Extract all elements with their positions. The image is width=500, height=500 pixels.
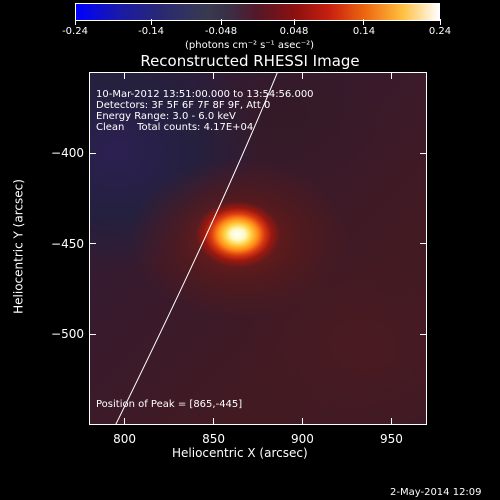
colorbar-tick-label: 0.14 bbox=[352, 26, 376, 37]
colorbar-tick-mark bbox=[150, 19, 152, 25]
x-tick-mark bbox=[301, 418, 303, 425]
x-tick-label: 800 bbox=[113, 432, 137, 446]
colorbar-tick-label: -0.048 bbox=[204, 26, 238, 37]
x-axis-label: Heliocentric X (arcsec) bbox=[172, 446, 308, 460]
colorbar-tick-mark bbox=[220, 19, 222, 25]
limb-curve bbox=[115, 73, 278, 424]
colorbar-tick-mark bbox=[74, 19, 76, 25]
x-tick-mark bbox=[213, 418, 215, 425]
colorbar-unit-label: (photons cm⁻² s⁻¹ asec⁻²) bbox=[185, 40, 315, 51]
detectors-label: Detectors: 3F 5F 6F 7F 8F 9F, Att 0 bbox=[96, 100, 271, 111]
y-tick-mark bbox=[420, 243, 427, 245]
x-tick-mark bbox=[124, 418, 126, 425]
colorbar-tick-mark bbox=[293, 19, 295, 25]
clean-counts-label: Clean Total counts: 4.17E+04 bbox=[96, 122, 254, 133]
x-tick-label: 900 bbox=[291, 432, 314, 446]
y-tick-mark bbox=[420, 333, 427, 335]
y-tick-mark bbox=[89, 152, 96, 154]
y-axis-label: Heliocentric Y (arcsec) bbox=[11, 179, 26, 314]
x-tick-label: 850 bbox=[202, 432, 225, 446]
x-tick-label: 950 bbox=[379, 432, 403, 446]
y-tick-mark bbox=[89, 333, 96, 335]
y-tick-label: −500 bbox=[51, 327, 84, 342]
x-tick-mark bbox=[390, 418, 392, 425]
peak-position-label: Position of Peak = [865,-445] bbox=[96, 399, 243, 410]
colorbar-tick-mark bbox=[363, 19, 365, 25]
chart-title: Reconstructed RHESSI Image bbox=[140, 52, 360, 70]
colorbar-tick-label: 0.24 bbox=[428, 26, 452, 37]
colorbar bbox=[75, 3, 440, 21]
y-tick-label: −400 bbox=[51, 146, 84, 161]
x-tick-mark bbox=[213, 72, 215, 79]
colorbar-tick-mark bbox=[439, 19, 441, 25]
plot-area: 10-Mar-2012 13:51:00.000 to 13:54:56.000… bbox=[89, 72, 427, 425]
y-tick-mark bbox=[420, 152, 427, 154]
colorbar-tick-label: 0.048 bbox=[279, 26, 309, 37]
footer-date: 2-May-2014 12:09 bbox=[390, 487, 482, 498]
x-tick-mark bbox=[390, 72, 392, 79]
energy-range-label: Energy Range: 3.0 - 6.0 keV bbox=[96, 111, 236, 122]
y-tick-label: −450 bbox=[51, 236, 84, 251]
time-range-label: 10-Mar-2012 13:51:00.000 to 13:54:56.000 bbox=[96, 89, 314, 100]
y-tick-mark bbox=[89, 243, 96, 245]
x-tick-mark bbox=[301, 72, 303, 79]
x-tick-mark bbox=[124, 72, 126, 79]
colorbar-tick-label: -0.14 bbox=[138, 26, 164, 37]
colorbar-tick-label: -0.24 bbox=[62, 26, 88, 37]
